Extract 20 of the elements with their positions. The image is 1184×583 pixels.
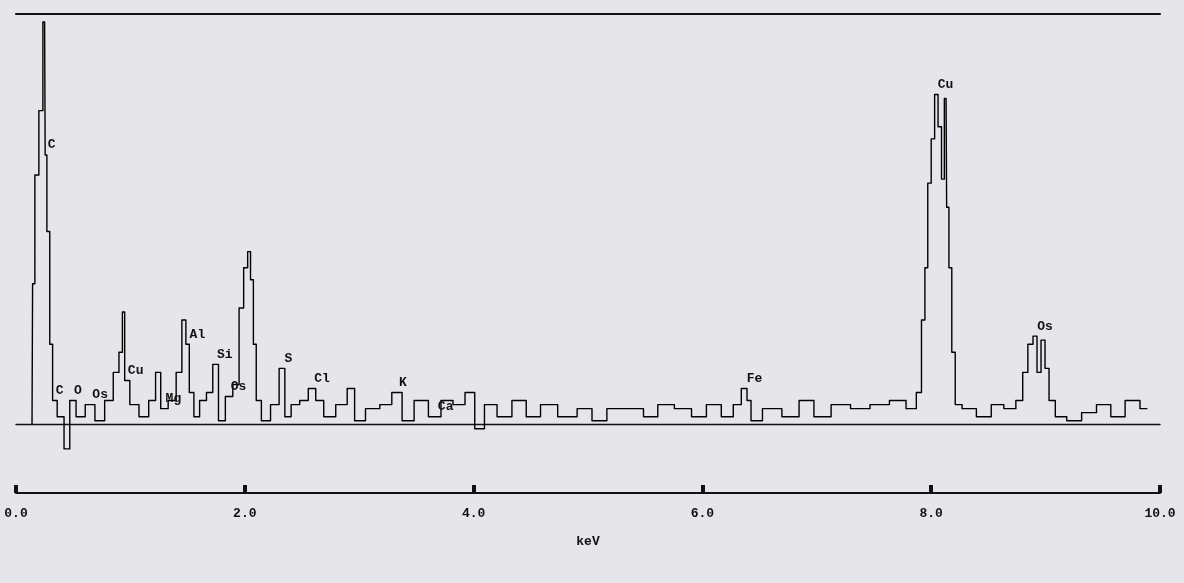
annotation: Os: [92, 387, 109, 403]
annotation: Cu: [127, 362, 144, 378]
x-tick-label: 6.0: [690, 506, 715, 521]
annotation: K: [398, 375, 407, 391]
x-tick-label: 4.0: [461, 506, 486, 521]
x-tick-label: 2.0: [233, 506, 257, 521]
annotation: Cl: [314, 370, 331, 386]
annotation: C: [47, 137, 56, 153]
x-tick-label: 10.0: [1144, 506, 1176, 521]
x-tick-label: 0.0: [4, 506, 28, 521]
annotation: S: [284, 350, 293, 366]
x-tick-label: 8.0: [919, 506, 944, 521]
annotation: Al: [189, 326, 206, 342]
annotation: Fe: [746, 370, 763, 386]
annotation: C: [55, 383, 64, 399]
x-axis-title: keV: [576, 534, 600, 549]
annotation: O: [74, 383, 83, 399]
annotation: Os: [1037, 318, 1054, 334]
annotation: Si: [217, 346, 233, 362]
annotation: Cu: [937, 77, 954, 93]
